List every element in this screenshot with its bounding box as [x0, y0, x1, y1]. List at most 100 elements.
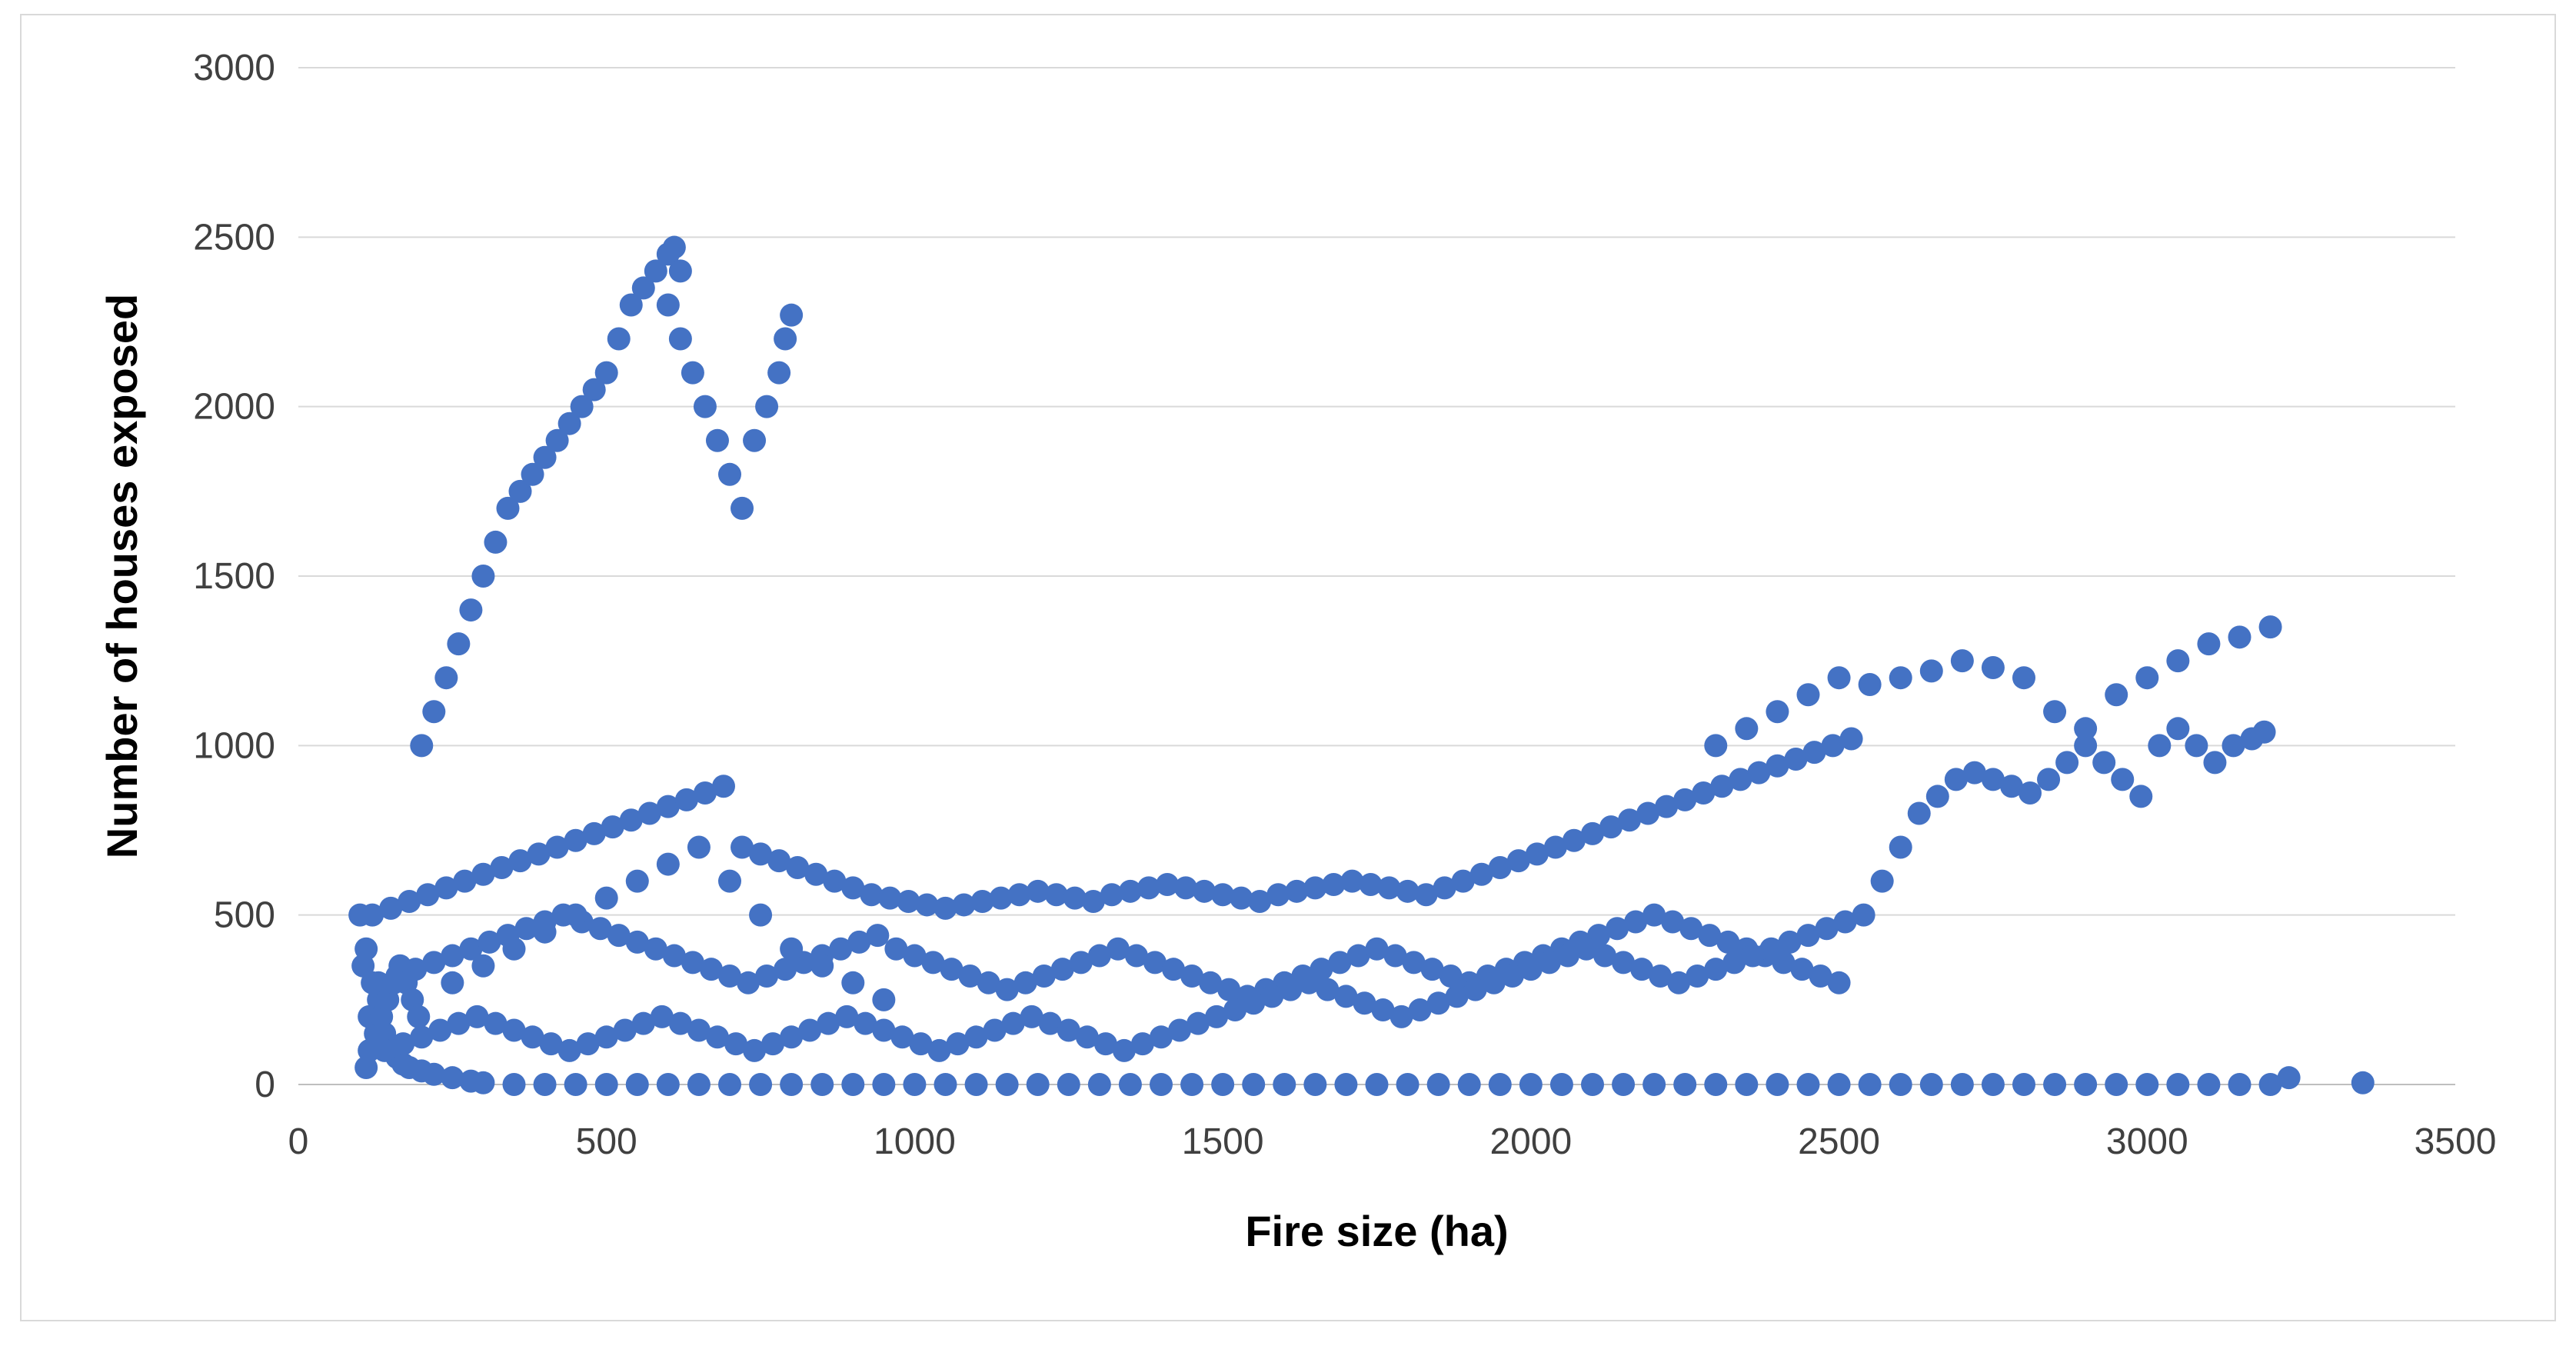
- data-point: [533, 920, 557, 944]
- data-point: [1383, 944, 1407, 968]
- data-point: [441, 944, 464, 968]
- data-point: [798, 1018, 822, 1042]
- data-point: [576, 1032, 600, 1056]
- x-tick-label: 1500: [1182, 1121, 1264, 1162]
- data-point: [1112, 1038, 1136, 1062]
- data-point: [903, 944, 927, 968]
- data-point: [1143, 951, 1167, 975]
- scatter-chart: 0 500 1000 1500 2000 2500 3000 3500 0 500 1000 150…: [98, 48, 2496, 1255]
- data-point: [989, 886, 1013, 910]
- data-point: [1303, 876, 1327, 900]
- data-point: [952, 893, 976, 917]
- data-point: [718, 1073, 741, 1096]
- data-point: [940, 958, 964, 981]
- data-point: [1087, 1073, 1111, 1096]
- data-point: [1642, 1073, 1666, 1096]
- data-point: [2135, 1073, 2159, 1096]
- data-point: [441, 1066, 464, 1090]
- data-point: [1796, 683, 1820, 707]
- data-point: [1870, 869, 1894, 893]
- data-point: [1482, 971, 1506, 995]
- data-point: [1130, 1032, 1154, 1056]
- data-point: [607, 924, 631, 948]
- data-point: [718, 964, 741, 988]
- data-point: [872, 988, 896, 1011]
- data-point: [2129, 785, 2153, 808]
- data-point: [490, 855, 514, 879]
- data-point: [687, 1018, 711, 1042]
- data-point: [1889, 835, 1912, 859]
- data-point: [2252, 720, 2276, 744]
- data-point: [2105, 1073, 2128, 1096]
- y-tick-label: 0: [255, 1064, 275, 1105]
- data-point: [1839, 727, 1863, 751]
- data-point: [2074, 734, 2098, 758]
- data-point: [1469, 862, 1493, 886]
- data-point: [1673, 788, 1697, 811]
- data-point: [1433, 876, 1456, 900]
- data-point: [927, 1038, 951, 1062]
- data-point: [416, 883, 440, 907]
- data-point: [878, 886, 902, 910]
- data-point: [1655, 795, 1679, 818]
- data-point: [1827, 971, 1851, 995]
- data-point: [1303, 1073, 1327, 1096]
- data-point: [810, 954, 834, 978]
- data-point: [521, 1025, 544, 1049]
- data-point: [588, 917, 612, 941]
- data-point: [434, 876, 458, 900]
- data-point: [1075, 1025, 1099, 1049]
- y-tick-label: 2000: [193, 387, 275, 428]
- data-point: [767, 849, 791, 873]
- data-point: [699, 958, 723, 981]
- data-point: [1809, 964, 1832, 988]
- data-point: [1667, 971, 1691, 995]
- data-point: [422, 1062, 446, 1086]
- data-point: [1445, 985, 1469, 1008]
- data-point: [2043, 1073, 2067, 1096]
- data-point: [594, 361, 618, 385]
- data-point: [1612, 951, 1636, 975]
- data-point: [1796, 1073, 1820, 1096]
- data-point: [1618, 808, 1642, 832]
- data-point: [1050, 958, 1074, 981]
- data-point: [1100, 883, 1123, 907]
- data-point: [631, 276, 655, 300]
- data-point: [1020, 1005, 1043, 1028]
- data-point: [1852, 903, 1875, 927]
- data-point: [1328, 951, 1352, 975]
- data-point: [1488, 855, 1512, 879]
- data-point: [570, 395, 594, 418]
- data-point: [662, 235, 686, 259]
- data-point: [1359, 873, 1383, 897]
- data-point: [1285, 879, 1309, 903]
- data-point: [484, 530, 508, 554]
- data-point: [656, 795, 680, 818]
- data-point: [594, 1073, 618, 1096]
- data-point: [2166, 1073, 2190, 1096]
- data-point: [533, 1073, 557, 1096]
- data-point: [1710, 775, 1734, 798]
- data-point: [1790, 958, 1814, 981]
- data-point: [601, 815, 624, 839]
- data-point: [884, 937, 908, 961]
- data-point: [1673, 1073, 1697, 1096]
- data-point: [2166, 649, 2190, 673]
- data-point: [890, 1025, 914, 1049]
- data-point: [1371, 998, 1395, 1022]
- data-point: [644, 937, 667, 961]
- data-point: [1759, 937, 1783, 961]
- data-point: [915, 893, 939, 917]
- data-point: [780, 1025, 804, 1049]
- data-point: [1150, 1073, 1173, 1096]
- data-point: [1242, 991, 1266, 1015]
- data-point: [1704, 734, 1728, 758]
- data-point: [1026, 1073, 1050, 1096]
- data-point: [755, 395, 779, 418]
- data-point: [743, 428, 767, 452]
- data-point: [434, 666, 458, 690]
- data-point: [743, 1038, 767, 1062]
- data-point: [2074, 1073, 2098, 1096]
- data-point: [2258, 1073, 2282, 1096]
- data-point: [1766, 754, 1789, 778]
